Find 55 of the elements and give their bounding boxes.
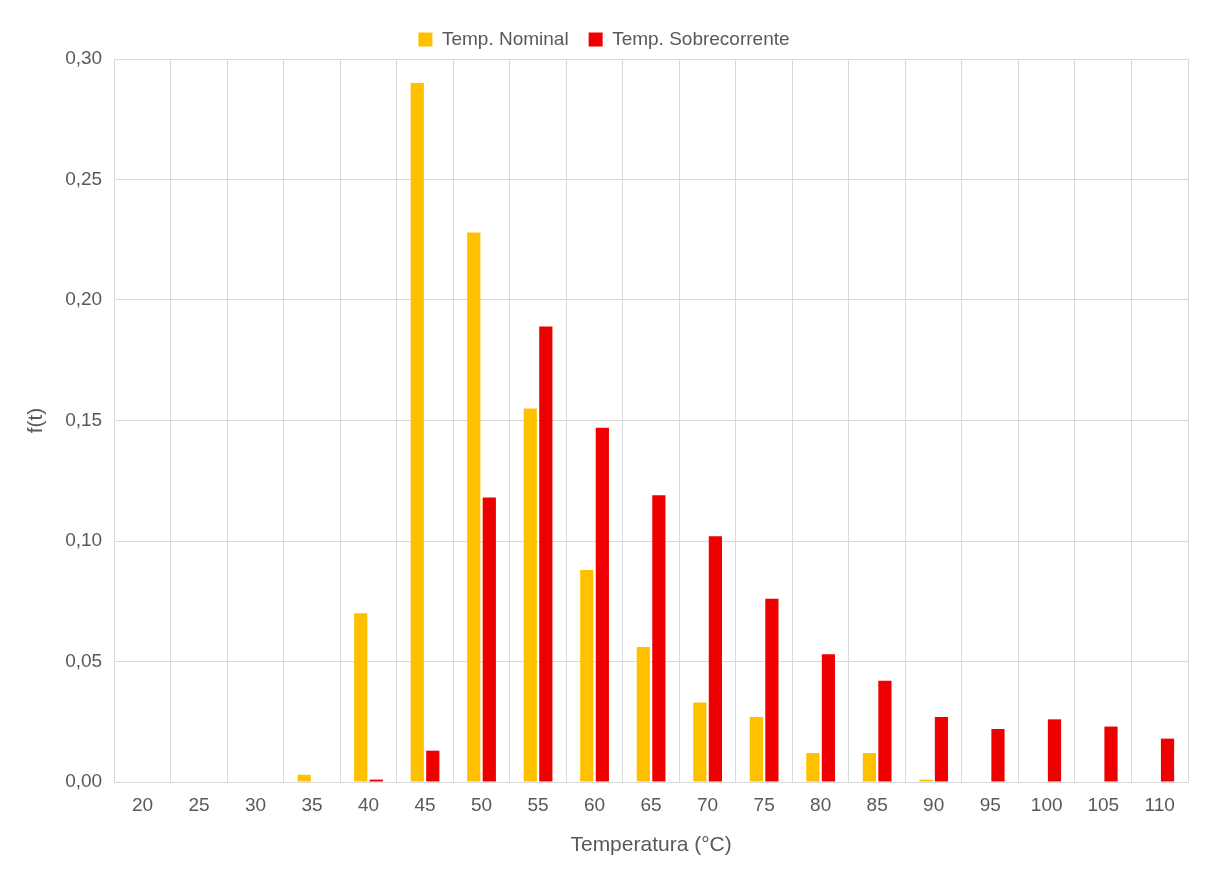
bar bbox=[934, 716, 949, 782]
bar bbox=[410, 83, 424, 782]
x-tick-label: 35 bbox=[301, 793, 323, 815]
x-tick-label: 100 bbox=[1030, 793, 1063, 815]
bar bbox=[765, 598, 779, 782]
y-tick-label: 0,00 bbox=[65, 770, 103, 792]
bar bbox=[693, 702, 707, 782]
y-tick-label: 0,30 bbox=[65, 47, 103, 69]
x-tick-label: 40 bbox=[357, 793, 380, 815]
y-axis-title: f(t) bbox=[23, 407, 47, 434]
bar bbox=[652, 495, 666, 782]
x-axis-title: Temperatura (°C) bbox=[570, 832, 732, 856]
x-tick-label: 70 bbox=[697, 793, 719, 815]
x-tick-label: 75 bbox=[753, 793, 775, 815]
y-tick-label: 0,15 bbox=[65, 408, 103, 430]
bar bbox=[1047, 719, 1062, 782]
x-tick-label: 20 bbox=[131, 793, 154, 815]
bar bbox=[426, 750, 440, 782]
x-tick-label: 60 bbox=[584, 793, 606, 815]
bar bbox=[636, 647, 650, 782]
bar bbox=[991, 728, 1005, 782]
bar bbox=[354, 613, 368, 782]
bar bbox=[482, 497, 496, 782]
bar bbox=[806, 753, 820, 782]
bar bbox=[523, 408, 537, 782]
x-tick-label: 65 bbox=[640, 793, 662, 815]
bar bbox=[878, 680, 892, 782]
bar bbox=[1160, 738, 1175, 782]
bar bbox=[708, 536, 722, 782]
bar bbox=[467, 232, 481, 782]
bar bbox=[580, 569, 594, 782]
x-tick-label: 85 bbox=[866, 793, 888, 815]
y-tick-label: 0,10 bbox=[65, 529, 103, 551]
x-tick-label: 105 bbox=[1087, 793, 1120, 815]
y-tick-label: 0,05 bbox=[65, 649, 103, 671]
x-tick-label: 50 bbox=[470, 793, 493, 815]
y-tick-label: 0,20 bbox=[65, 288, 103, 310]
y-tick-label: 0,25 bbox=[65, 167, 103, 189]
x-tick-label: 25 bbox=[188, 793, 210, 815]
bar bbox=[297, 774, 311, 782]
x-tick-label: 110 bbox=[1144, 793, 1175, 815]
bar bbox=[595, 427, 609, 782]
x-tick-label: 95 bbox=[979, 793, 1001, 815]
bar bbox=[749, 716, 763, 782]
bar bbox=[1104, 726, 1118, 782]
x-tick-label: 30 bbox=[244, 793, 267, 815]
legend-label: Temp. Nominal bbox=[441, 27, 569, 49]
legend-label: Temp. Sobrecorrente bbox=[612, 27, 790, 49]
x-tick-label: 80 bbox=[810, 793, 832, 815]
bar bbox=[539, 326, 553, 782]
bar bbox=[821, 654, 836, 782]
x-tick-label: 45 bbox=[414, 793, 436, 815]
x-tick-label: 55 bbox=[527, 793, 549, 815]
bar bbox=[862, 753, 876, 782]
x-tick-label: 90 bbox=[923, 793, 945, 815]
